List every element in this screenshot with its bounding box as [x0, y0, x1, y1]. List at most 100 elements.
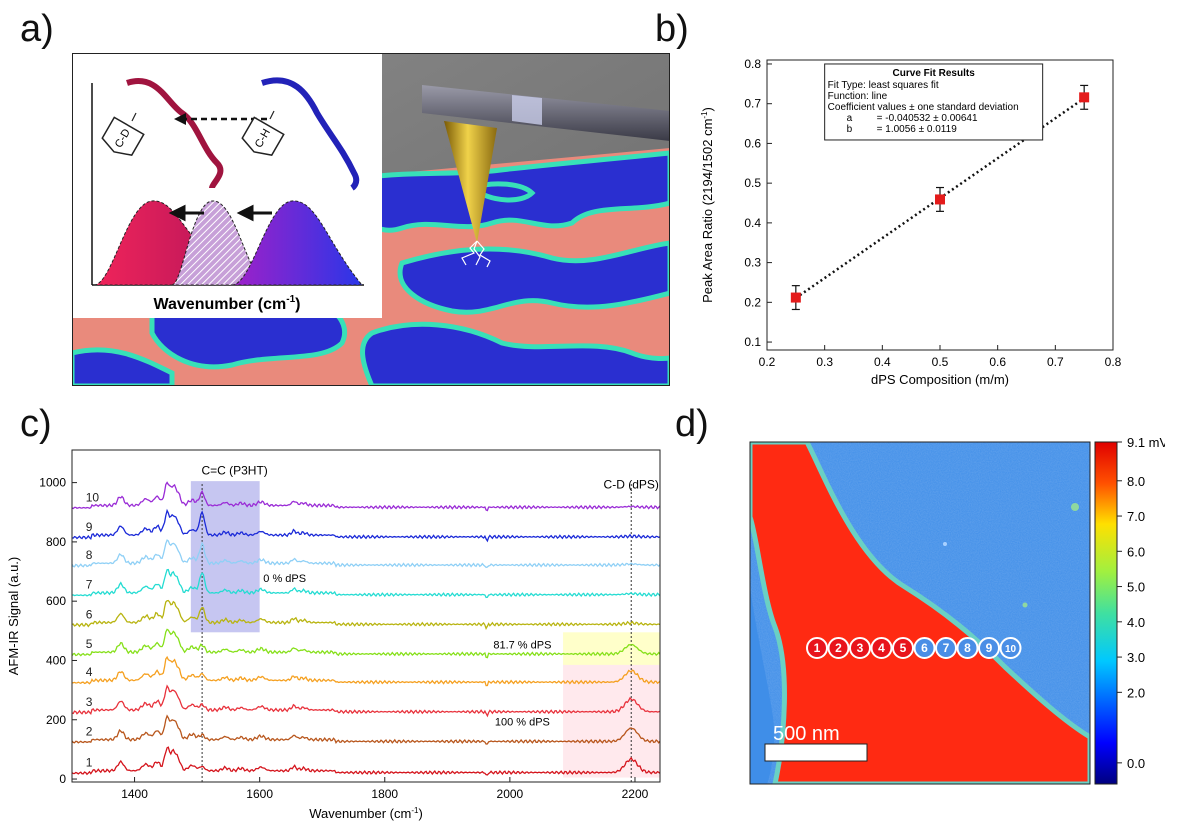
y-tick-label: 0.5 [744, 176, 761, 190]
measurement-point [913, 637, 936, 659]
data-point [935, 194, 945, 205]
cc-label: C=C (P3HT) [201, 463, 267, 477]
x-tick-label: 0.7 [1047, 355, 1064, 369]
y-tick-label: 1000 [39, 476, 66, 490]
dps-81-label: 81.7 % dPS [493, 640, 551, 652]
fit-box-title: Curve Fit Results [893, 68, 976, 79]
data-point [1079, 92, 1090, 103]
y-tick-label: 200 [46, 713, 66, 727]
reference-lines [201, 482, 632, 782]
spectrum-line [71, 508, 661, 543]
fit-box-frame [824, 63, 1044, 141]
x-tick-label: 0.8 [1105, 355, 1122, 369]
x-axis-label: Wavenumber (cm-1) [309, 806, 423, 821]
measurement-point-label: 10 [1005, 644, 1017, 655]
y-tick-label: 0 [59, 772, 66, 786]
y-axis-label: Peak Area Ratio (2194/1502 cm-1) [700, 107, 715, 303]
x-tick-label: 0.2 [759, 355, 776, 369]
spectrum-line [71, 568, 661, 599]
spectrum-number: 2 [86, 724, 93, 738]
colorbar-tick-label: 9.1 mV [1127, 437, 1165, 450]
fit-coef-value: = 1.0056 ± 0.0119 [877, 124, 958, 135]
colorbar-tick-label: 5.0 [1127, 580, 1145, 595]
measurement-point [892, 637, 914, 659]
spectrum-number: 4 [86, 665, 93, 679]
y-tick-label: 0.8 [744, 57, 761, 71]
spectrum-line [71, 628, 661, 659]
protonated-peak [231, 200, 364, 286]
spectrum-line [71, 655, 661, 687]
fit-box-line: Coefficient values ± one standard deviat… [828, 102, 1019, 113]
fit-chart-panel: 0.2 0.3 0.4 0.5 0.6 0.7 0.8 0.1 0.2 0.3 0.4 0.5 0.6 0… [690, 50, 1180, 410]
spectrum-line [71, 599, 661, 630]
dps-100-label: 100 % dPS [495, 717, 550, 729]
fit-coef-value: = -0.040532 ± 0.00641 [877, 113, 978, 124]
fit-coef-name: a [847, 113, 853, 124]
data-point [790, 292, 801, 303]
colorbar-ticks: 9.1 mV 8.0 7.0 6.0 5.0 4.0 3.0 2.0 0.0 [1117, 435, 1169, 771]
y-tick-label: 0.1 [744, 335, 761, 349]
afm-tip [444, 121, 497, 243]
spectra-series: 1 2 3 4 5 6 7 8 9 10 [71, 481, 661, 776]
measurement-point [978, 637, 1000, 659]
spectrum-number: 8 [86, 548, 93, 562]
measurement-points: 1 2 3 4 5 6 7 8 9 10 [806, 637, 1022, 659]
y-tick-label: 0.3 [744, 256, 761, 270]
cantilever-arm [422, 85, 670, 141]
panel-label-d: d) [675, 403, 709, 445]
tag-cd: C-D [101, 112, 145, 156]
spectra-chart: 1 2 3 4 5 6 7 8 9 10 1400 1600 1800 2000 2200 0 200 400 6… [6, 449, 661, 821]
spectrum-number: 3 [86, 695, 93, 709]
y-tick-label: 0.6 [744, 136, 761, 150]
spectrum-number: 1 [86, 756, 93, 770]
x-tick-label: 0.5 [932, 355, 949, 369]
y-tick-label: 400 [46, 653, 66, 667]
y-tick-label: 800 [46, 535, 66, 549]
measurement-point [999, 637, 1022, 659]
scale-bar [764, 743, 868, 762]
x-tick-label: 0.4 [874, 355, 891, 369]
shift-peak [171, 200, 263, 286]
spectrum-line [71, 684, 661, 718]
y-tick-label: 0.7 [744, 97, 761, 111]
scale-bar-label: 500 nm [773, 723, 840, 745]
measurement-point-label: 4 [878, 641, 885, 655]
afm-ir-map-panel: 1 2 3 4 5 6 7 8 9 10 500 nm 9.1 mV 8.0 7.0 6.0 5.0 4.0… [745, 435, 1169, 792]
spectrum-line [71, 539, 661, 569]
x-tick-label: 1800 [371, 787, 398, 801]
spectrum-number: 7 [86, 578, 93, 592]
data-points [790, 84, 1090, 311]
schematic-panel: C-D C-H Wavenumber (cm-1) [72, 53, 670, 386]
map-image [750, 442, 1090, 784]
protonated-chain [261, 77, 360, 191]
inset-x-label: Wavenumber (cm-1) [153, 294, 300, 313]
spectrum-number: 9 [86, 520, 93, 534]
measurement-point-label: 9 [986, 641, 993, 655]
blue-domains [72, 150, 670, 386]
spectra-chart-panel: 1 2 3 4 5 6 7 8 9 10 1400 1600 1800 2000 2200 0 200 400 6… [0, 440, 680, 835]
y-tick-label: 600 [46, 594, 66, 608]
measurement-point-label: 3 [857, 641, 864, 655]
plot-frame [71, 449, 661, 783]
cd-label: C-D (dPS) [604, 478, 659, 492]
measurement-point-label: 2 [835, 641, 842, 655]
afm-ir-map: 1 2 3 4 5 6 7 8 9 10 500 nm 9.1 mV 8.0 7.0 6.0 5.0 4.0… [749, 435, 1169, 785]
y-tick-label: 0.2 [744, 295, 761, 309]
colorbar-tick-label: 0.0 [1127, 756, 1145, 771]
dps-0-label: 0 % dPS [263, 573, 306, 585]
highlight-regions [190, 481, 660, 778]
y-tick-label: 0.4 [744, 216, 761, 230]
colorbar-tick-label: 7.0 [1127, 509, 1145, 524]
deuterated-chain [126, 78, 224, 189]
measurement-point [849, 637, 871, 659]
measurement-point [870, 637, 893, 659]
measurement-point-label: 7 [943, 641, 950, 655]
colorbar-tick-label: 2.0 [1127, 685, 1145, 700]
spectrum-line [71, 714, 661, 745]
axis-ticks: 1400 1600 1800 2000 2200 0 200 400 600 800 1000 [39, 449, 661, 801]
schematic-svg: C-D C-H Wavenumber (cm-1) [72, 53, 670, 386]
colorbar [1094, 441, 1118, 785]
colorbar-tick-label: 6.0 [1127, 544, 1145, 559]
measurement-point-label: 6 [921, 641, 928, 655]
panel-label-a: a) [20, 8, 54, 50]
